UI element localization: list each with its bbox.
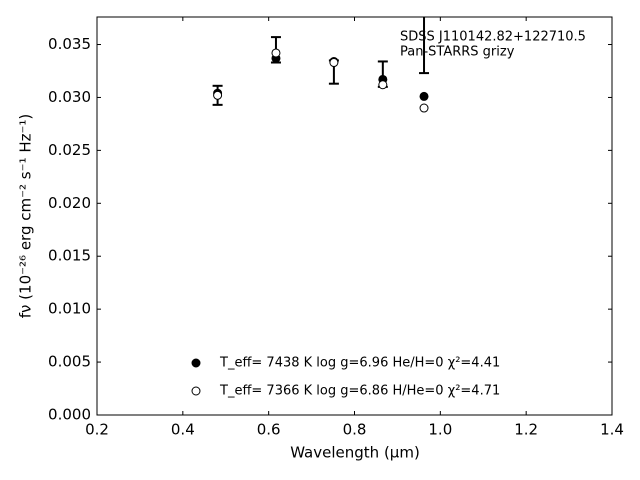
- y-tick-label: 0.025: [48, 141, 91, 159]
- x-tick-label: 0.4: [171, 421, 195, 439]
- point: [419, 103, 429, 113]
- y-tick-label: 0.020: [48, 194, 91, 212]
- legend-marker: [191, 386, 201, 396]
- y-tick-label: 0.015: [48, 247, 91, 265]
- y-tick-label: 0.010: [48, 300, 91, 318]
- x-tick-label: 1.2: [514, 421, 538, 439]
- x-tick-label: 1.4: [600, 421, 624, 439]
- annotation: Pan-STARRS grizy: [400, 45, 515, 60]
- annotation: SDSS J110142.82+122710.5: [400, 30, 586, 45]
- point: [378, 80, 388, 90]
- x-tick-label: 0.6: [257, 421, 281, 439]
- point: [271, 48, 281, 58]
- legend-label: T_eff= 7438 K log g=6.96 He/H=0 χ²=4.41: [219, 356, 500, 371]
- y-tick-label: 0.000: [48, 406, 91, 424]
- x-tick-label: 0.8: [343, 421, 367, 439]
- point: [329, 58, 339, 68]
- plot-area: [212, 17, 430, 113]
- error-bar: [419, 17, 430, 75]
- y-tick-label: 0.005: [48, 353, 91, 371]
- x-tick-label: 0.2: [85, 421, 109, 439]
- x-tick-label: 1.0: [428, 421, 452, 439]
- point: [419, 91, 429, 101]
- point: [213, 90, 223, 100]
- legend-label: T_eff= 7366 K log g=6.86 H/He=0 χ²=4.71: [219, 384, 500, 399]
- x-axis-label: Wavelength (μm): [290, 444, 420, 462]
- y-tick-label: 0.035: [48, 35, 91, 53]
- y-tick-label: 0.030: [48, 88, 91, 106]
- legend-marker: [191, 358, 201, 368]
- y-axis-label: fν (10⁻²⁶ erg cm⁻² s⁻¹ Hz⁻¹): [17, 114, 35, 319]
